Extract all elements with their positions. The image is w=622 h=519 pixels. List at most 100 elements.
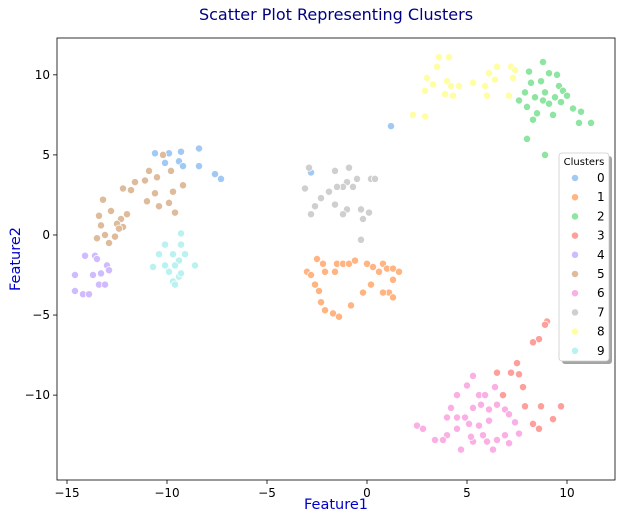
point-cluster-2: [537, 77, 545, 86]
point-cluster-6: [419, 424, 427, 433]
point-cluster-5: [145, 166, 153, 175]
point-cluster-8: [509, 74, 517, 82]
point-cluster-8: [421, 112, 429, 121]
series-4: [71, 251, 113, 299]
point-cluster-6: [479, 431, 487, 440]
point-cluster-9: [155, 250, 163, 259]
point-cluster-1: [311, 280, 319, 289]
point-cluster-9: [181, 250, 189, 259]
point-cluster-2: [549, 110, 557, 119]
point-cluster-3: [515, 370, 523, 379]
point-cluster-0: [217, 174, 225, 183]
series-0: [151, 122, 395, 183]
point-cluster-8: [429, 80, 437, 89]
point-cluster-1: [359, 288, 367, 297]
point-cluster-7: [339, 210, 347, 219]
point-cluster-3: [529, 338, 537, 347]
point-cluster-6: [485, 405, 493, 414]
point-cluster-9: [177, 269, 185, 278]
point-cluster-7: [349, 182, 357, 191]
point-cluster-7: [353, 174, 361, 183]
point-cluster-3: [535, 424, 543, 433]
legend-label: 1: [597, 190, 605, 204]
point-cluster-4: [93, 255, 101, 263]
series-1: [303, 255, 403, 321]
legend-label: 7: [597, 305, 605, 319]
point-cluster-6: [483, 437, 491, 446]
point-cluster-0: [195, 144, 203, 153]
point-cluster-5: [167, 166, 175, 175]
point-cluster-7: [333, 182, 341, 191]
point-cluster-3: [507, 368, 515, 377]
point-cluster-6: [515, 429, 523, 438]
point-cluster-1: [329, 309, 337, 318]
point-cluster-2: [533, 109, 541, 118]
point-cluster-2: [527, 78, 535, 87]
legend-label: 0: [597, 171, 605, 185]
point-cluster-4: [81, 251, 89, 260]
point-cluster-5: [141, 176, 149, 185]
point-cluster-2: [539, 58, 547, 66]
point-cluster-7: [307, 210, 315, 219]
point-cluster-9: [165, 267, 173, 276]
series-2: [515, 58, 595, 159]
point-cluster-6: [501, 431, 509, 440]
point-cluster-6: [505, 439, 513, 448]
legend-title: Clusters: [564, 157, 605, 168]
point-cluster-6: [469, 371, 477, 380]
point-cluster-2: [541, 88, 549, 97]
point-cluster-6: [505, 410, 513, 419]
legend-marker: [571, 193, 579, 202]
point-cluster-2: [545, 69, 553, 78]
series-9: [149, 229, 199, 289]
point-cluster-7: [317, 194, 325, 203]
point-cluster-7: [325, 187, 333, 196]
point-cluster-1: [321, 306, 329, 315]
x-tick-label: −5: [258, 486, 276, 500]
y-tick-label: 0: [42, 228, 50, 242]
point-cluster-6: [413, 421, 421, 430]
point-cluster-5: [93, 234, 101, 243]
chart-title: Scatter Plot Representing Clusters: [199, 5, 473, 24]
legend-item-3: 3: [571, 229, 605, 243]
point-cluster-2: [587, 118, 595, 127]
point-cluster-5: [159, 150, 167, 159]
legend-item-6: 6: [571, 286, 605, 300]
point-cluster-3: [499, 391, 507, 400]
point-cluster-8: [447, 82, 455, 90]
point-cluster-3: [535, 335, 543, 344]
point-cluster-2: [525, 67, 533, 76]
point-cluster-5: [155, 202, 163, 211]
point-cluster-2: [529, 115, 537, 124]
point-cluster-6: [453, 391, 461, 400]
point-cluster-9: [149, 263, 157, 271]
point-cluster-4: [71, 287, 79, 295]
point-cluster-1: [315, 287, 323, 295]
point-cluster-2: [557, 98, 565, 107]
point-cluster-1: [363, 259, 371, 268]
x-tick-label: −10: [154, 486, 179, 500]
point-cluster-7: [345, 163, 353, 172]
point-cluster-2: [531, 93, 539, 102]
point-cluster-4: [85, 290, 93, 299]
point-cluster-2: [563, 91, 571, 100]
point-cluster-7: [301, 184, 309, 193]
point-cluster-8: [435, 53, 443, 62]
point-cluster-6: [493, 400, 501, 409]
point-cluster-6: [443, 413, 451, 422]
legend-item-0: 0: [571, 171, 605, 185]
legend-label: 2: [597, 209, 605, 223]
point-cluster-6: [439, 436, 447, 444]
point-cluster-4: [101, 280, 109, 289]
point-cluster-9: [161, 240, 169, 249]
point-cluster-2: [575, 118, 583, 127]
points-layer: [71, 53, 595, 454]
point-cluster-9: [177, 240, 185, 249]
point-cluster-5: [101, 231, 109, 239]
point-cluster-1: [313, 255, 321, 263]
legend: Clusters 0 1 2 3 4 5 6 7 8 9: [558, 152, 612, 364]
point-cluster-2: [545, 99, 553, 108]
point-cluster-5: [97, 221, 105, 230]
point-cluster-6: [475, 421, 483, 430]
point-cluster-2: [541, 150, 549, 159]
